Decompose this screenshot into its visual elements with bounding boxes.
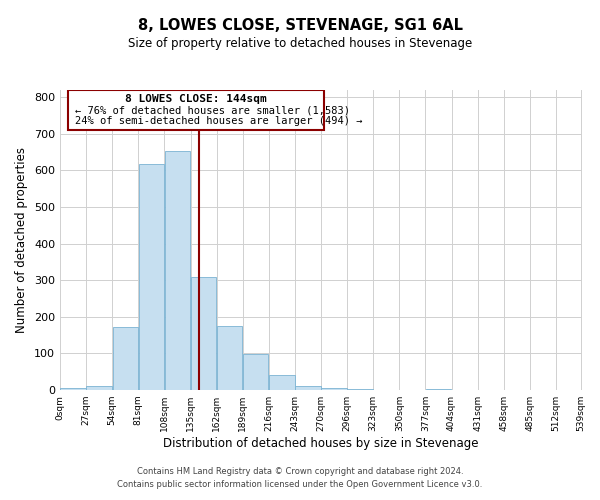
Bar	[191, 278, 216, 390]
X-axis label: Distribution of detached houses by size in Stevenage: Distribution of detached houses by size …	[163, 437, 479, 450]
Bar	[217, 326, 242, 390]
Text: 24% of semi-detached houses are larger (494) →: 24% of semi-detached houses are larger (…	[76, 116, 363, 126]
Bar	[295, 386, 320, 390]
Bar	[269, 376, 295, 390]
Text: Contains public sector information licensed under the Open Government Licence v3: Contains public sector information licen…	[118, 480, 482, 489]
Text: ← 76% of detached houses are smaller (1,583): ← 76% of detached houses are smaller (1,…	[76, 106, 350, 116]
Bar	[61, 388, 86, 390]
Text: Size of property relative to detached houses in Stevenage: Size of property relative to detached ho…	[128, 38, 472, 51]
Text: 8, LOWES CLOSE, STEVENAGE, SG1 6AL: 8, LOWES CLOSE, STEVENAGE, SG1 6AL	[137, 18, 463, 32]
Bar	[347, 389, 373, 390]
Bar	[426, 389, 451, 390]
Bar	[113, 327, 138, 390]
Bar	[322, 388, 347, 390]
Bar	[139, 164, 164, 390]
Bar	[243, 354, 268, 390]
Bar	[165, 152, 190, 390]
Bar	[86, 386, 112, 390]
Y-axis label: Number of detached properties: Number of detached properties	[16, 147, 28, 333]
Text: Contains HM Land Registry data © Crown copyright and database right 2024.: Contains HM Land Registry data © Crown c…	[137, 467, 463, 476]
Text: 8 LOWES CLOSE: 144sqm: 8 LOWES CLOSE: 144sqm	[125, 94, 266, 104]
FancyBboxPatch shape	[68, 90, 324, 130]
